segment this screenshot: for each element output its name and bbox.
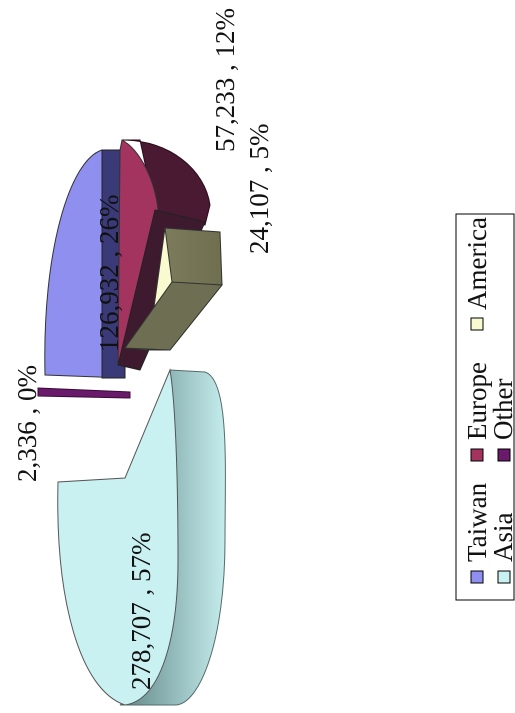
legend-label-asia: Asia <box>488 512 515 562</box>
slice-europe-side <box>121 139 211 226</box>
label-europe: 57,233 , 12% <box>210 8 240 152</box>
legend-swatch-europe <box>470 448 484 462</box>
legend-label-taiwan: Taiwan <box>462 482 492 562</box>
slice-other-shape <box>37 387 131 399</box>
legend-label-other: Other <box>488 379 515 440</box>
legend: Taiwan Europe America Asia Other <box>455 213 515 601</box>
legend-box <box>455 213 515 601</box>
slice-america-front <box>124 281 223 351</box>
label-taiwan: 126,932 , 26% <box>94 195 124 353</box>
legend-swatch-taiwan <box>470 570 484 584</box>
label-america: 24,107 , 5% <box>244 124 274 255</box>
label-asia: 278,707 , 57% <box>126 533 156 691</box>
slice-america <box>124 227 223 351</box>
legend-swatch-asia <box>497 570 511 584</box>
legend-label-europe: Europe <box>462 362 492 440</box>
legend-swatch-america <box>470 317 484 331</box>
slice-asia <box>57 368 226 706</box>
slice-asia-top <box>57 368 179 706</box>
slice-other <box>37 387 131 399</box>
label-other: 2,336 , 0% <box>12 365 42 482</box>
legend-swatch-other <box>497 448 511 462</box>
legend-label-america: America <box>462 217 492 310</box>
